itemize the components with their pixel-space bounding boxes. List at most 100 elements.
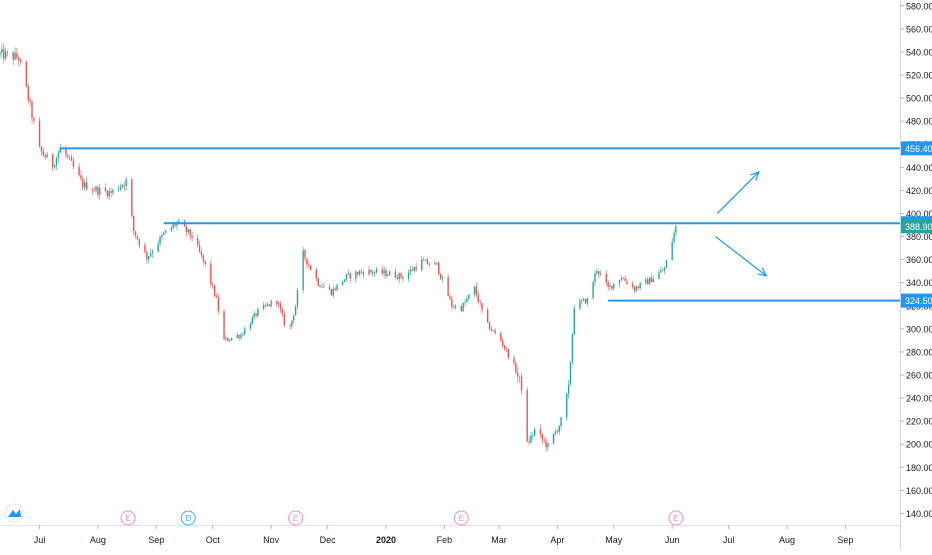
candle-body (428, 264, 430, 265)
earnings-marker[interactable] (120, 510, 136, 526)
candle-body (31, 101, 33, 119)
earnings-marker-label: E (673, 514, 678, 523)
earnings-marker-label: E (125, 514, 130, 523)
candle-body (138, 239, 141, 246)
y-tick-label: 480.00 (906, 117, 932, 127)
y-tick-label: 560.00 (906, 24, 932, 34)
last-price-label: 388.90 (905, 222, 932, 232)
candle-body (174, 224, 176, 226)
y-tick-label: 200.00 (906, 440, 932, 450)
candle-body (560, 417, 562, 426)
candle-body (242, 334, 244, 336)
arrow-shaft (716, 171, 760, 214)
candle-body (607, 282, 609, 287)
candle-body (460, 305, 462, 312)
candle-body (665, 260, 668, 269)
candle-body (624, 278, 626, 281)
candle-body (189, 229, 191, 236)
candle-body (172, 224, 174, 228)
candle-body (257, 308, 259, 316)
candle-body (360, 271, 363, 273)
candle-body (494, 330, 496, 334)
candle-body (584, 299, 587, 304)
candle-body (53, 165, 56, 168)
earnings-marker[interactable] (288, 510, 304, 526)
candle-body (645, 279, 647, 283)
candle-body (343, 279, 346, 283)
candle-body (212, 284, 214, 286)
candle-body (671, 241, 673, 261)
candle-body (451, 298, 453, 308)
candle-body (372, 272, 374, 274)
candle-body (554, 431, 557, 434)
level-price-label: 456.40 (905, 144, 932, 154)
candle-body (466, 298, 468, 303)
candle-body (662, 270, 664, 272)
candle-body (646, 279, 649, 285)
candle-body (119, 187, 122, 190)
y-tick-label: 220.00 (906, 417, 932, 427)
candle-body (341, 282, 344, 285)
candle-body (517, 372, 519, 377)
candle-body (1, 49, 3, 53)
time-axis[interactable]: Jul Aug Sep Oct Nov Dec 2020 Feb Mar Apr May Jun Jul… (0, 525, 900, 545)
candle-body (503, 345, 506, 349)
candle-body (93, 190, 95, 192)
candle-body (200, 251, 203, 256)
candle-body (468, 294, 470, 299)
candle-body (106, 190, 109, 197)
candle-body (633, 286, 636, 291)
candle-body (534, 429, 536, 436)
candle-body (29, 99, 31, 102)
candle-body (0, 52, 1, 55)
earnings-marker[interactable] (453, 510, 469, 526)
candle-body (178, 220, 180, 222)
candle-body (618, 280, 621, 284)
y-tick-label: 240.00 (906, 394, 932, 404)
candle-body (131, 179, 133, 216)
candle-body (3, 49, 5, 59)
candle-body (426, 259, 429, 265)
price-axis[interactable]: 140.00 160.00 180.00 200.00 220.00 240.00 260.… (900, 0, 932, 550)
candle-body (262, 304, 265, 309)
x-tick-label: 2020 (376, 535, 396, 545)
dividend-marker[interactable] (180, 510, 196, 526)
y-tick-label: 540.00 (906, 47, 932, 57)
candle-body (373, 272, 376, 274)
candle-body (526, 390, 528, 442)
x-tick-label: Dec (320, 535, 337, 545)
tradingview-logo-icon (8, 509, 21, 517)
candle-body (230, 337, 233, 341)
candle-body (599, 273, 602, 275)
candle-body (97, 187, 99, 195)
candle-body (449, 296, 451, 299)
candle-body (594, 273, 596, 283)
candle-body (349, 273, 351, 279)
candle-body (225, 337, 227, 340)
candle-body (355, 271, 357, 279)
candle-body (117, 189, 120, 191)
dividend-marker-label: D (185, 514, 191, 523)
candle-body (622, 278, 624, 280)
candle-body (70, 157, 73, 161)
candle-body (134, 230, 137, 236)
candle-body (157, 243, 159, 252)
candle-body (635, 286, 638, 291)
candle-body (95, 187, 97, 191)
candle-body (159, 236, 161, 244)
tradingview-logo[interactable] (4, 503, 24, 523)
candle-body (55, 157, 58, 166)
candle-body (552, 433, 555, 444)
candle-body (25, 61, 28, 87)
candle-body (387, 274, 389, 276)
x-tick-label: Nov (263, 535, 280, 545)
candle-body (479, 301, 481, 304)
candle-body (539, 429, 542, 435)
y-tick-label: 140.00 (906, 509, 932, 519)
x-tick-label: Jul (34, 535, 46, 545)
earnings-marker[interactable] (668, 510, 684, 526)
candle-body (6, 51, 9, 53)
y-tick-label: 580.00 (906, 1, 932, 11)
